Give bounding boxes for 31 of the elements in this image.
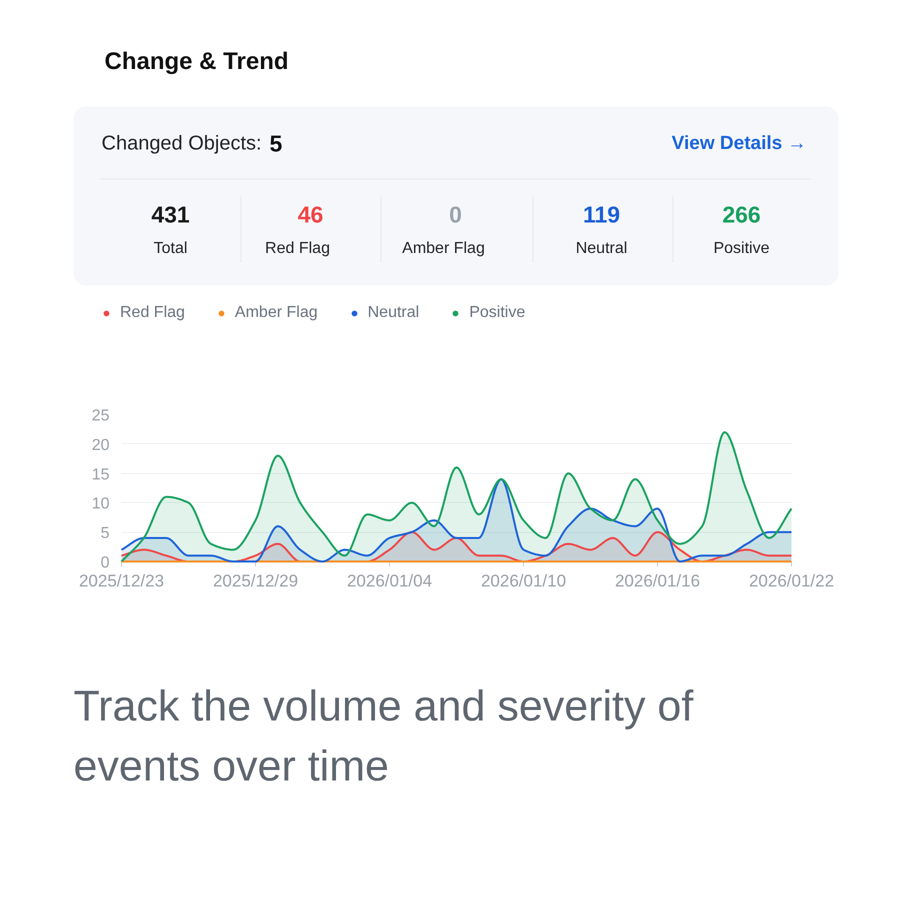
text: Changed Objects:: [102, 132, 262, 154]
text: View Details →: [672, 133, 807, 154]
text: Amber Flag: [402, 240, 485, 257]
y-tick-label: 10: [92, 496, 110, 513]
y-tick-label: 15: [92, 466, 110, 484]
text: Track the volume and severity of events over time: [74, 682, 694, 790]
x-tick-label: 2025/12/23: [78, 572, 164, 590]
y-tick-label: 20: [92, 436, 110, 454]
chart-title: Change & Trend: [104, 48, 289, 75]
x-tick-label: 2026/01/16: [614, 572, 700, 590]
legend-label: Neutral: [368, 304, 420, 322]
text: Red Flag: [265, 240, 330, 257]
y-tick-label: 0: [100, 554, 110, 572]
x-tick-label: 2026/01/10: [480, 572, 566, 590]
text: 431: [151, 202, 190, 228]
text: Positive: [713, 240, 770, 257]
text: 0: [449, 202, 462, 228]
text: 46: [298, 202, 324, 228]
x-tick-label: 2025/12/29: [212, 572, 298, 590]
text: 266: [722, 202, 761, 228]
y-tick-label: 25: [92, 408, 110, 424]
y-tick-label: 5: [100, 525, 110, 542]
legend-label: Red Flag: [120, 304, 185, 322]
x-tick-label: 2026/01/22: [748, 572, 834, 590]
legend-label: Amber Flag: [234, 304, 318, 322]
text: 5: [270, 130, 282, 156]
text: Total: [154, 240, 188, 257]
text: 119: [582, 202, 620, 228]
legend-label: Positive: [469, 304, 526, 322]
x-tick-label: 2026/01/04: [346, 572, 432, 590]
text: Neutral: [576, 240, 628, 257]
